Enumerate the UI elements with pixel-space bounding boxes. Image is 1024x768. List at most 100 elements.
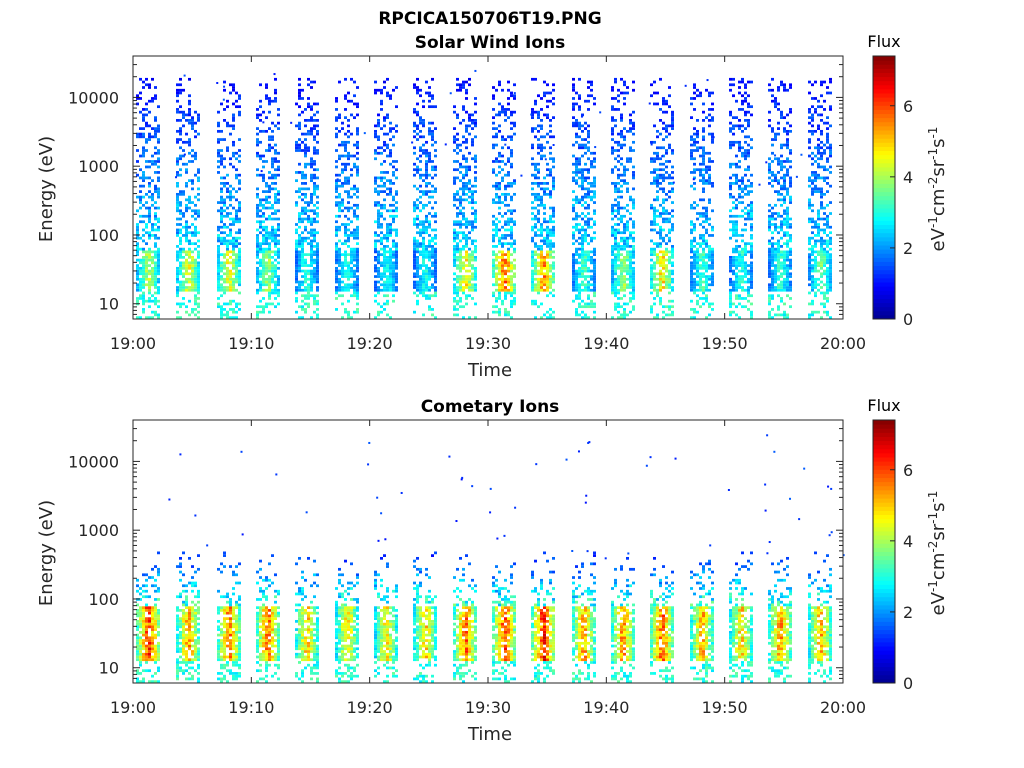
flux-cell <box>732 310 735 314</box>
flux-cell <box>453 277 456 281</box>
flux-cell <box>510 184 513 188</box>
flux-cell <box>338 272 341 276</box>
flux-cell <box>531 280 534 284</box>
flux-cell <box>374 157 377 161</box>
flux-cell <box>301 258 304 262</box>
flux-cell <box>229 261 232 265</box>
flux-cell <box>353 116 356 120</box>
flux-cell <box>578 201 581 204</box>
flux-cell <box>537 138 540 141</box>
flux-cell <box>593 165 596 169</box>
flux-cell <box>425 168 428 172</box>
flux-cell <box>356 217 359 221</box>
flux-cell <box>223 302 226 306</box>
flux-cell <box>238 110 241 114</box>
flux-cell <box>151 179 154 183</box>
flux-cell <box>298 113 301 117</box>
flux-cell <box>471 157 474 161</box>
flux-cell <box>310 264 313 267</box>
flux-cell <box>584 176 587 180</box>
flux-cell <box>626 168 629 172</box>
flux-cell <box>148 165 151 169</box>
flux-cell <box>690 277 693 281</box>
flux-cell <box>531 302 534 306</box>
flux-cell <box>347 310 350 314</box>
flux-cell <box>416 225 419 229</box>
flux-cell <box>623 138 626 141</box>
flux-cell <box>572 179 575 183</box>
flux-cell <box>262 198 265 202</box>
flux-cell <box>226 313 229 317</box>
flux-cell <box>510 302 513 306</box>
flux-cell <box>656 195 659 199</box>
flux-cell <box>182 110 185 114</box>
flux-cell <box>295 247 298 251</box>
flux-cell <box>665 305 668 309</box>
flux-cell <box>197 269 200 273</box>
flux-cell <box>581 225 584 229</box>
flux-cell <box>462 288 465 292</box>
flux-cell <box>274 228 277 232</box>
flux-cell <box>626 272 629 276</box>
flux-cell <box>611 203 614 207</box>
flux-cell <box>671 190 674 193</box>
flux-cell <box>504 272 507 276</box>
flux-cell <box>507 217 510 221</box>
flux-cell <box>629 283 632 287</box>
flux-cell <box>434 288 437 292</box>
flux-cell <box>347 201 350 204</box>
flux-cell <box>747 299 750 303</box>
flux-cell <box>274 192 277 196</box>
flux-cell <box>226 146 229 150</box>
flux-cell <box>540 239 543 243</box>
flux-cell <box>507 283 510 287</box>
flux-cell <box>310 258 313 262</box>
flux-cell <box>265 247 268 251</box>
flux-cell <box>699 253 702 256</box>
flux-cell <box>392 266 395 270</box>
flux-cell <box>274 124 277 128</box>
flux-cell <box>185 140 188 144</box>
flux-cell <box>277 275 280 278</box>
flux-cell <box>392 127 395 130</box>
flux-cell <box>465 250 468 254</box>
flux-cell <box>298 162 301 166</box>
flux-cell <box>136 266 139 270</box>
flux-cell <box>259 231 262 235</box>
flux-cell <box>235 168 238 172</box>
flux-cell <box>313 231 316 235</box>
flux-cell <box>665 110 668 114</box>
flux-cell <box>374 182 377 185</box>
flux-cell <box>705 214 708 218</box>
flux-cell <box>732 201 735 204</box>
flux-cell <box>238 217 241 221</box>
flux-cell <box>274 297 277 300</box>
flux-cell <box>593 157 596 161</box>
flux-cell <box>693 258 696 262</box>
flux-cell <box>575 168 578 172</box>
flux-cell <box>151 127 154 130</box>
flux-cell <box>217 228 220 232</box>
flux-cell <box>307 102 310 106</box>
flux-cell <box>575 201 578 204</box>
flux-cell <box>145 77 148 81</box>
flux-cell <box>546 105 549 109</box>
flux-cell <box>194 135 197 139</box>
flux-cell <box>593 258 596 262</box>
flux-cell <box>632 266 635 270</box>
flux-cell <box>702 157 705 161</box>
flux-cell <box>632 201 635 204</box>
flux-cell <box>696 283 699 287</box>
flux-cell <box>191 127 194 130</box>
flux-cell <box>702 102 705 106</box>
flux-cell <box>504 286 507 289</box>
flux-cell <box>229 212 232 215</box>
flux-cell <box>572 86 575 89</box>
flux-cell <box>549 234 552 237</box>
flux-cell <box>313 184 316 188</box>
flux-cell <box>179 236 182 240</box>
flux-cell <box>702 198 705 202</box>
flux-cell <box>699 280 702 284</box>
flux-cell <box>274 231 277 235</box>
flux-cell <box>741 250 744 254</box>
